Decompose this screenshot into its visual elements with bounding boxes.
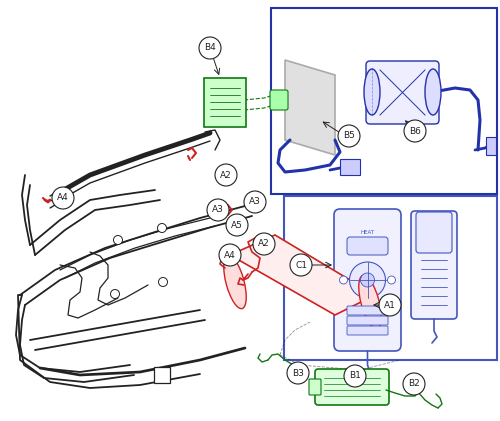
FancyBboxPatch shape: [347, 306, 388, 315]
Text: C1: C1: [295, 261, 307, 269]
Text: A5: A5: [231, 221, 243, 229]
FancyBboxPatch shape: [204, 78, 246, 127]
Circle shape: [244, 191, 266, 213]
FancyBboxPatch shape: [315, 369, 389, 405]
Circle shape: [404, 120, 426, 142]
Text: B6: B6: [409, 126, 421, 136]
FancyBboxPatch shape: [154, 367, 170, 383]
FancyBboxPatch shape: [334, 209, 401, 351]
Circle shape: [207, 199, 229, 221]
Text: B2: B2: [408, 379, 420, 389]
Text: B3: B3: [292, 368, 304, 378]
Bar: [284, 196, 497, 360]
Circle shape: [360, 273, 374, 287]
Circle shape: [199, 37, 221, 59]
Ellipse shape: [425, 69, 441, 115]
Circle shape: [158, 277, 168, 287]
FancyBboxPatch shape: [366, 61, 439, 124]
Ellipse shape: [364, 69, 380, 115]
Circle shape: [379, 294, 401, 316]
FancyBboxPatch shape: [340, 159, 360, 175]
Circle shape: [290, 254, 312, 276]
Text: A2: A2: [220, 171, 232, 179]
FancyBboxPatch shape: [411, 211, 457, 319]
Circle shape: [340, 276, 347, 284]
FancyBboxPatch shape: [347, 326, 388, 335]
FancyBboxPatch shape: [347, 316, 388, 325]
Circle shape: [388, 276, 396, 284]
Ellipse shape: [359, 275, 381, 329]
Circle shape: [344, 365, 366, 387]
Text: A4: A4: [57, 194, 69, 203]
Bar: [271, 8, 497, 194]
Text: A4: A4: [224, 250, 236, 259]
Circle shape: [403, 373, 425, 395]
Circle shape: [350, 262, 386, 298]
FancyBboxPatch shape: [347, 237, 388, 255]
Circle shape: [338, 125, 360, 147]
Circle shape: [226, 214, 248, 236]
FancyBboxPatch shape: [486, 137, 496, 155]
Circle shape: [253, 233, 275, 255]
Text: B4: B4: [204, 43, 216, 53]
Circle shape: [215, 164, 237, 186]
FancyBboxPatch shape: [416, 212, 452, 253]
Circle shape: [158, 224, 166, 232]
Ellipse shape: [224, 255, 246, 309]
Circle shape: [114, 235, 122, 245]
Text: B5: B5: [343, 131, 355, 141]
Circle shape: [110, 290, 120, 298]
Text: HEAT: HEAT: [360, 231, 374, 235]
Polygon shape: [285, 60, 335, 155]
FancyBboxPatch shape: [270, 90, 288, 110]
Circle shape: [287, 362, 309, 384]
Text: A3: A3: [212, 205, 224, 215]
Circle shape: [52, 187, 74, 209]
Text: A2: A2: [258, 240, 270, 248]
FancyBboxPatch shape: [309, 379, 321, 395]
Text: A1: A1: [384, 301, 396, 309]
Text: A3: A3: [249, 197, 261, 206]
Polygon shape: [230, 235, 375, 315]
Circle shape: [219, 244, 241, 266]
Text: B1: B1: [349, 371, 361, 381]
